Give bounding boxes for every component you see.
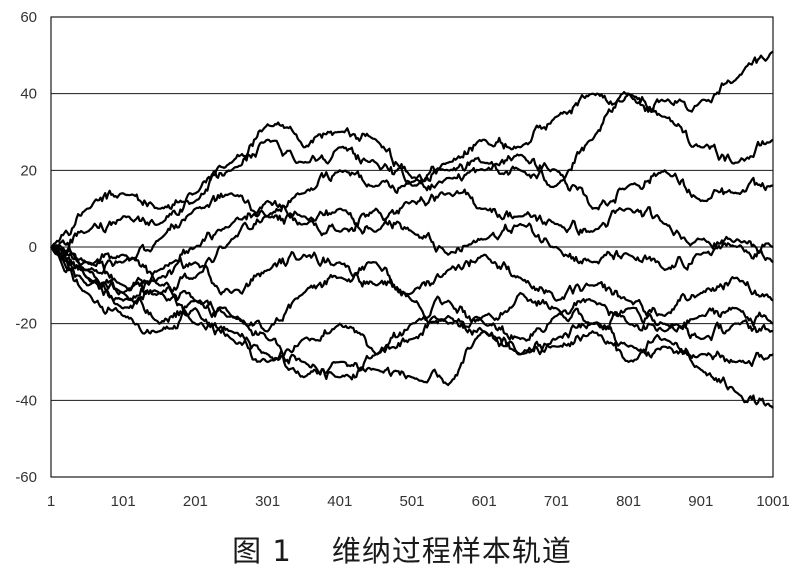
- x-tick-label: 101: [111, 493, 136, 510]
- x-axis-ticks: 1 101 201 301 401 501 601 701 801 901 1001: [47, 493, 790, 510]
- x-tick-label: 401: [327, 493, 352, 510]
- sample-path-10: [50, 244, 774, 381]
- x-tick-label: 701: [544, 493, 569, 510]
- sample-path-4: [50, 188, 774, 275]
- x-tick-label: 201: [183, 493, 208, 510]
- sample-paths: [50, 50, 774, 409]
- x-tick-label: 801: [616, 493, 641, 510]
- x-tick-label: 1: [47, 493, 55, 510]
- gridlines: [51, 93, 773, 401]
- x-tick-label: 1001: [756, 493, 789, 510]
- y-tick-label: 0: [29, 239, 37, 256]
- figure-caption: 图 1 维纳过程样本轨道: [0, 528, 804, 570]
- sample-path-7: [50, 246, 774, 342]
- sample-path-5: [50, 199, 774, 296]
- figure-title: 维纳过程样本轨道: [331, 534, 572, 568]
- x-tick-label: 901: [688, 493, 713, 510]
- sample-path-1: [50, 50, 774, 296]
- y-tick-label: 20: [20, 162, 37, 179]
- y-axis-ticks: 60 40 20 0 -20 -40 -60: [15, 9, 37, 486]
- y-tick-label: -20: [15, 316, 37, 333]
- y-tick-label: 60: [20, 9, 37, 26]
- y-tick-label: -40: [15, 392, 37, 409]
- x-tick-label: 501: [399, 493, 424, 510]
- sample-path-6: [50, 246, 774, 318]
- y-tick-label: -60: [15, 469, 37, 486]
- x-tick-label: 301: [255, 493, 280, 510]
- figure-label: 图 1: [232, 534, 292, 568]
- x-tick-label: 601: [472, 493, 497, 510]
- sample-path-2: [50, 92, 774, 248]
- sample-path-8: [50, 246, 774, 367]
- sample-path-3: [50, 138, 774, 249]
- y-tick-label: 40: [20, 86, 37, 103]
- sample-path-9: [50, 246, 774, 409]
